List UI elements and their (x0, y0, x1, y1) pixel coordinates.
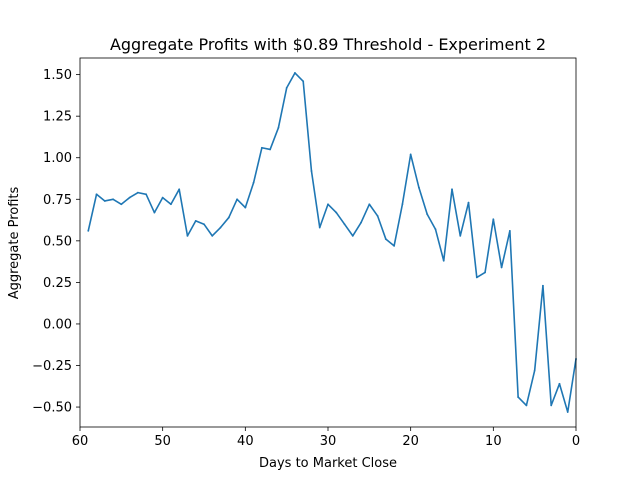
data-point (533, 369, 536, 372)
plot-area: 60 50 40 30 20 10 0 −0.50 −0.25 0.00 0.25 0.50 0.75 1… (32, 57, 580, 449)
data-point (393, 244, 396, 247)
data-point (376, 215, 379, 217)
x-tick-label: 50 (154, 434, 171, 449)
x-tick-label: 60 (72, 434, 89, 449)
data-point (170, 203, 172, 206)
data-point (252, 181, 255, 184)
y-tick-label: 0.50 (43, 234, 72, 249)
data-point (260, 146, 263, 149)
plot-frame (79, 57, 577, 428)
y-tick-label: 1.00 (43, 151, 72, 166)
x-tick-label: 30 (320, 434, 337, 449)
y-tick-label: 1.50 (43, 68, 72, 83)
data-point (244, 206, 247, 209)
data-point (136, 191, 139, 194)
data-point (459, 234, 462, 237)
data-point (451, 188, 453, 191)
data-point (409, 153, 412, 156)
chart-title: Aggregate Profits with $0.89 Threshold -… (110, 35, 546, 54)
data-point (145, 193, 148, 196)
data-point (211, 234, 214, 237)
data-point (219, 226, 222, 229)
data-point (500, 266, 503, 269)
y-tick-label: 0.75 (43, 193, 72, 208)
data-point (343, 223, 346, 226)
data-point (302, 80, 305, 83)
data-point (368, 203, 371, 206)
data-point (351, 234, 354, 237)
data-point (186, 234, 189, 237)
y-tick-label: 0.00 (43, 317, 72, 332)
data-point (87, 229, 90, 232)
data-point (227, 216, 230, 219)
data-point (508, 229, 511, 232)
data-point (112, 198, 114, 201)
y-tick-label: 0.25 (43, 276, 72, 291)
data-point (269, 148, 272, 151)
y-tick-label: −0.25 (32, 359, 72, 374)
data-point (203, 223, 205, 226)
data-point (467, 201, 470, 204)
data-point (550, 404, 553, 407)
data-point (434, 228, 437, 231)
x-tick-label: 40 (237, 434, 254, 449)
data-point (285, 87, 288, 89)
x-axis-label: Days to Market Close (259, 456, 397, 471)
data-point (153, 211, 156, 214)
data-point (95, 193, 98, 196)
data-point (310, 170, 313, 172)
data-point (120, 203, 123, 206)
data-point (492, 218, 495, 221)
data-point (194, 219, 197, 222)
y-tick-label: 1.25 (43, 110, 72, 125)
data-point (318, 226, 321, 229)
data-point (517, 396, 520, 398)
y-axis-label: Aggregate Profits (7, 186, 22, 299)
y-tick-label: −0.50 (32, 401, 72, 416)
data-point (525, 404, 528, 407)
data-point (558, 382, 561, 385)
data-point (401, 203, 404, 206)
x-tick-label: 10 (485, 434, 502, 449)
data-point (542, 284, 544, 287)
series-line (87, 72, 577, 413)
data-point (236, 198, 238, 201)
data-point (384, 238, 387, 241)
data-point (327, 203, 329, 206)
x-tick-label: 0 (572, 434, 580, 449)
data-point (566, 411, 569, 413)
x-tick-label: 20 (402, 434, 419, 449)
data-point (426, 213, 429, 216)
data-point (418, 186, 420, 189)
data-point (442, 259, 445, 262)
data-point (475, 276, 478, 279)
data-point (277, 126, 280, 129)
data-point (178, 188, 181, 191)
data-point (161, 196, 164, 199)
data-point (103, 200, 106, 202)
data-point (128, 196, 131, 199)
data-point (294, 72, 296, 74)
data-point (360, 221, 362, 224)
data-point (335, 211, 338, 214)
data-point (484, 271, 486, 274)
